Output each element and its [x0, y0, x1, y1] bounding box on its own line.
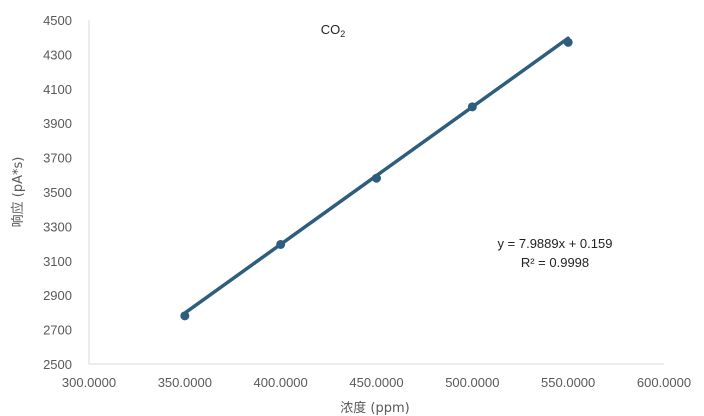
x-tick-label: 500.0000	[445, 375, 499, 390]
data-point	[180, 311, 190, 321]
y-tick-label: 2700	[43, 323, 72, 338]
data-point	[372, 173, 381, 183]
x-tick-label: 450.0000	[349, 375, 403, 390]
data-point	[276, 239, 286, 249]
chart-title-subscript: 2	[340, 29, 345, 39]
x-tick-label: 400.0000	[254, 375, 308, 390]
r-squared-label: R² = 0.9998	[521, 255, 589, 270]
x-tick-label: 300.0000	[62, 375, 116, 390]
x-tick-label: 550.0000	[541, 375, 595, 390]
y-tick-label: 2500	[43, 357, 72, 372]
x-tick-label: 600.0000	[637, 375, 691, 390]
y-tick-labels: 2500 2700 2900 3100 3300 3500 3700 3900 4100 4300…	[43, 13, 72, 372]
y-tick-label: 3900	[43, 116, 72, 131]
x-tick-labels: 300.0000 350.0000 400.0000 450.0000 500.0000…	[62, 375, 691, 390]
plot-area	[180, 36, 573, 321]
trendline-equation: y = 7.9889x + 0.159	[498, 236, 613, 251]
data-point	[467, 102, 477, 112]
y-tick-label: 3700	[43, 151, 72, 166]
y-tick-label: 4500	[43, 13, 72, 28]
y-tick-label: 2900	[43, 288, 72, 303]
y-tick-label: 3300	[43, 219, 72, 234]
data-point	[563, 37, 573, 47]
y-tick-label: 3500	[43, 185, 72, 200]
x-axis-title: 浓度 (ppm)	[340, 400, 409, 416]
y-tick-label: 4100	[43, 82, 72, 97]
y-axis-title: 响应 (pA*s)	[10, 157, 26, 228]
y-tick-label: 4300	[43, 47, 72, 62]
x-tick-label: 350.0000	[158, 375, 212, 390]
y-tick-label: 3100	[43, 254, 72, 269]
chart-title: CO2	[321, 22, 346, 39]
axes	[88, 20, 664, 365]
chart-title-text: CO	[321, 22, 341, 37]
